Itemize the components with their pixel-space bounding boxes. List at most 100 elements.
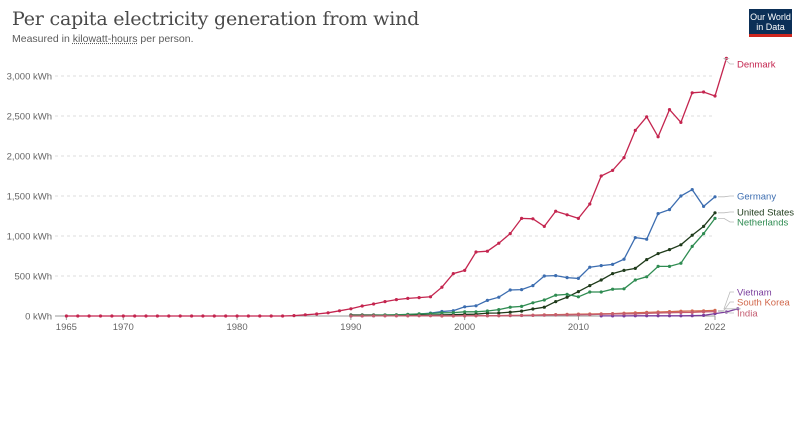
data-point[interactable] xyxy=(565,213,569,217)
data-point[interactable] xyxy=(64,314,68,318)
data-point[interactable] xyxy=(702,232,706,236)
data-point[interactable] xyxy=(360,304,364,308)
data-point[interactable] xyxy=(667,248,672,252)
data-point[interactable] xyxy=(576,216,581,220)
data-point[interactable] xyxy=(656,264,660,268)
data-point[interactable] xyxy=(98,314,103,318)
series-united-states[interactable] xyxy=(349,211,717,317)
data-point[interactable] xyxy=(235,314,239,318)
data-point[interactable] xyxy=(508,288,512,292)
data-point[interactable] xyxy=(531,217,535,221)
data-point[interactable] xyxy=(497,311,501,315)
data-point[interactable] xyxy=(554,313,558,317)
data-point[interactable] xyxy=(269,314,273,318)
data-point[interactable] xyxy=(474,314,478,318)
data-point[interactable] xyxy=(713,94,717,98)
data-point[interactable] xyxy=(383,300,387,304)
data-point[interactable] xyxy=(451,314,455,318)
data-point[interactable] xyxy=(611,287,615,291)
data-point[interactable] xyxy=(588,284,592,288)
data-point[interactable] xyxy=(326,311,330,315)
data-point[interactable] xyxy=(554,209,558,213)
data-point[interactable] xyxy=(394,298,398,302)
data-point[interactable] xyxy=(349,314,353,318)
data-point[interactable] xyxy=(485,249,489,253)
data-point[interactable] xyxy=(474,310,478,314)
data-point[interactable] xyxy=(622,287,626,291)
data-point[interactable] xyxy=(121,314,125,318)
series-label[interactable]: India xyxy=(737,309,758,320)
data-point[interactable] xyxy=(190,314,194,318)
data-point[interactable] xyxy=(599,290,603,294)
data-point[interactable] xyxy=(360,314,364,318)
data-point[interactable] xyxy=(133,314,137,318)
data-point[interactable] xyxy=(656,212,660,216)
data-point[interactable] xyxy=(611,312,615,316)
data-point[interactable] xyxy=(576,313,581,317)
data-point[interactable] xyxy=(702,310,706,314)
data-point[interactable] xyxy=(645,275,649,279)
data-point[interactable] xyxy=(667,108,672,112)
data-point[interactable] xyxy=(565,295,569,299)
data-point[interactable] xyxy=(201,314,205,318)
data-point[interactable] xyxy=(463,310,467,314)
data-point[interactable] xyxy=(531,284,535,288)
data-point[interactable] xyxy=(315,312,319,316)
data-point[interactable] xyxy=(497,308,501,312)
data-point[interactable] xyxy=(542,274,546,278)
data-point[interactable] xyxy=(497,241,501,245)
data-point[interactable] xyxy=(428,314,433,318)
data-point[interactable] xyxy=(576,276,581,280)
series-label[interactable]: South Korea xyxy=(737,298,791,309)
data-point[interactable] xyxy=(690,91,694,95)
data-point[interactable] xyxy=(690,244,694,248)
data-point[interactable] xyxy=(451,311,455,315)
data-point[interactable] xyxy=(713,195,717,199)
series-label[interactable]: Denmark xyxy=(737,60,776,71)
data-point[interactable] xyxy=(588,202,592,206)
data-point[interactable] xyxy=(645,237,649,241)
data-point[interactable] xyxy=(531,301,535,305)
data-point[interactable] xyxy=(428,311,433,316)
data-point[interactable] xyxy=(599,264,603,268)
data-point[interactable] xyxy=(599,174,603,178)
data-point[interactable] xyxy=(679,243,683,247)
data-point[interactable] xyxy=(588,313,592,317)
data-point[interactable] xyxy=(428,295,433,299)
data-point[interactable] xyxy=(554,274,558,278)
data-point[interactable] xyxy=(485,298,489,302)
series-line[interactable] xyxy=(350,212,716,316)
data-point[interactable] xyxy=(212,314,216,318)
data-point[interactable] xyxy=(599,278,603,282)
data-point[interactable] xyxy=(633,266,637,270)
data-point[interactable] xyxy=(690,188,694,192)
data-point[interactable] xyxy=(702,313,706,317)
data-point[interactable] xyxy=(588,265,592,269)
data-point[interactable] xyxy=(508,305,512,309)
data-point[interactable] xyxy=(690,310,694,314)
data-point[interactable] xyxy=(520,288,524,292)
data-point[interactable] xyxy=(337,309,342,313)
data-point[interactable] xyxy=(645,314,649,318)
data-point[interactable] xyxy=(713,211,717,215)
data-point[interactable] xyxy=(679,310,683,315)
data-point[interactable] xyxy=(110,314,114,318)
data-point[interactable] xyxy=(520,304,524,308)
data-point[interactable] xyxy=(565,313,569,317)
data-point[interactable] xyxy=(645,115,649,119)
data-point[interactable] xyxy=(611,272,615,276)
data-point[interactable] xyxy=(440,311,444,315)
data-point[interactable] xyxy=(565,276,569,280)
data-point[interactable] xyxy=(167,314,171,318)
data-point[interactable] xyxy=(576,290,581,294)
data-point[interactable] xyxy=(542,305,546,309)
series-label[interactable]: Vietnam xyxy=(737,288,772,299)
data-point[interactable] xyxy=(588,290,592,294)
series-denmark[interactable] xyxy=(64,56,729,318)
data-point[interactable] xyxy=(713,216,717,220)
data-point[interactable] xyxy=(372,302,376,306)
unit-link[interactable]: kilowatt-hours xyxy=(72,33,138,45)
data-point[interactable] xyxy=(485,309,489,313)
data-point[interactable] xyxy=(474,304,478,308)
data-point[interactable] xyxy=(87,314,91,318)
